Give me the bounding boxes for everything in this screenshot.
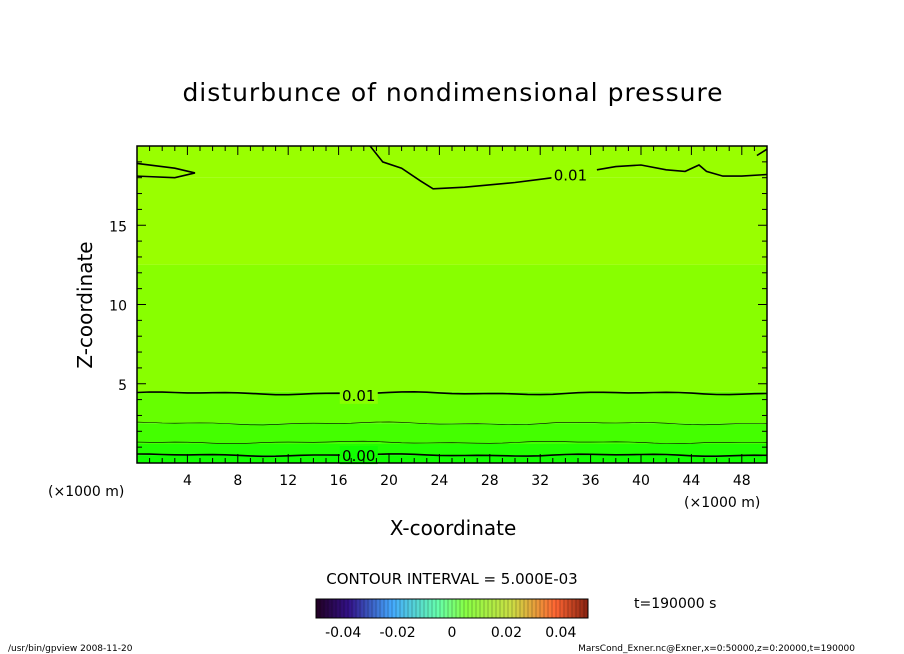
- x-tick-label: 28: [481, 473, 499, 489]
- contour-line: [136, 421, 768, 426]
- colorbar-stripes: [315, 599, 589, 618]
- contour-label: 0.01: [342, 387, 375, 405]
- contour-line: [136, 162, 196, 179]
- contour-line: [756, 148, 768, 157]
- x-tick-label: 32: [531, 473, 549, 489]
- colorbar-ticks: -0.04 -0.02 0 0.02 0.04: [325, 625, 576, 641]
- x-tick-label: 12: [279, 473, 297, 489]
- contour-label: 0.01: [554, 167, 587, 185]
- x-axis-label: X-coordinate: [390, 516, 517, 540]
- contour-band: [137, 177, 767, 265]
- x-tick-label: 24: [430, 473, 448, 489]
- x-tick-label: 8: [233, 473, 242, 489]
- chart-title: disturbunce of nondimensional pressure: [182, 78, 723, 107]
- x-tick-label: 16: [330, 473, 348, 489]
- x-tick-label: 36: [582, 473, 600, 489]
- contour-line: [136, 453, 768, 458]
- footer-right: MarsCond_Exner.nc@Exner,x=0:50000,z=0:20…: [578, 644, 855, 654]
- x-unit-left: (×1000 m): [48, 484, 124, 500]
- contour-label-bg: [551, 165, 590, 184]
- contour-band: [137, 391, 767, 424]
- contour-band: [137, 443, 767, 456]
- colorbar-tick-label: 0.04: [545, 625, 576, 641]
- x-tick-label: 44: [682, 473, 700, 489]
- contour-interval: CONTOUR INTERVAL = 5.000E-03: [326, 570, 577, 588]
- colorbar: -0.04 -0.02 0 0.02 0.04: [315, 598, 589, 641]
- x-tick-label: 40: [632, 473, 650, 489]
- x-tick-label: 48: [733, 473, 751, 489]
- time-label: t=190000 s: [634, 596, 716, 612]
- y-tick-label: 5: [118, 378, 127, 394]
- contour-band: [137, 264, 767, 392]
- colorbar-tick-label: 0.02: [491, 625, 522, 641]
- contour-band: [137, 146, 767, 178]
- contour-label-bg: [339, 385, 378, 404]
- y-tick-label: 15: [109, 219, 127, 235]
- contour-line: [596, 164, 768, 177]
- y-axis-label: Z-coordinate: [73, 241, 97, 368]
- contour-label: 0.00: [342, 447, 375, 465]
- contour-line: [136, 390, 768, 396]
- contour-line: [136, 440, 768, 444]
- colorbar-tick-label: -0.02: [379, 625, 415, 641]
- footer-left: /usr/bin/gpview 2008-11-20: [8, 644, 133, 654]
- contour-label-bg: [339, 446, 378, 465]
- contour-band: [137, 423, 767, 444]
- y-tick-label: 10: [109, 299, 127, 315]
- colorbar-tick-label: -0.04: [325, 625, 361, 641]
- x-tick-label: 20: [380, 473, 398, 489]
- x-tick-label: 4: [183, 473, 192, 489]
- contour-line: [369, 145, 553, 190]
- x-unit-right: (×1000 m): [684, 495, 760, 511]
- colorbar-tick-label: 0: [448, 625, 457, 641]
